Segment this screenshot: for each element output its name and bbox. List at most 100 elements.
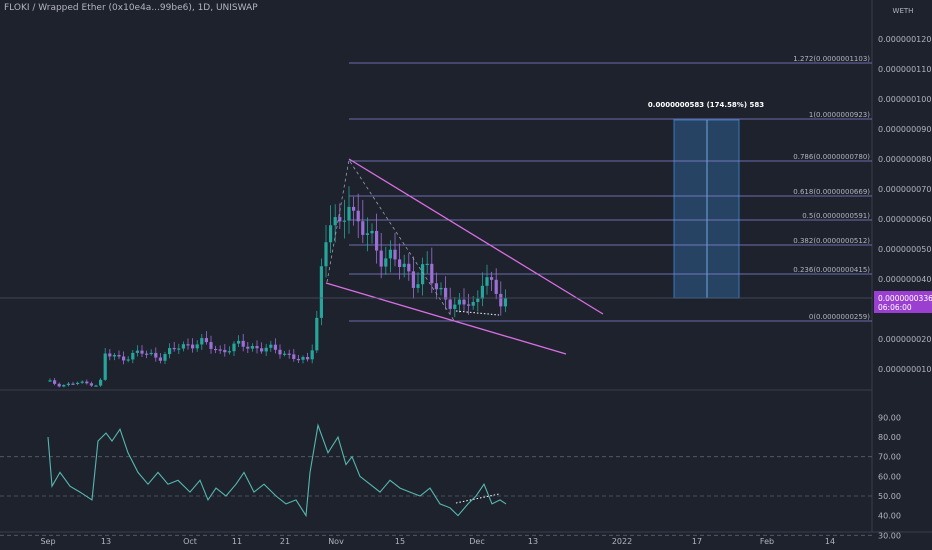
price-tick-label: 0.0000000600 — [878, 215, 932, 224]
price-tick-label: 0.0000001200 — [878, 35, 932, 44]
candle-body — [287, 353, 291, 355]
candle-body — [186, 344, 190, 346]
candle-body — [347, 206, 351, 221]
candle-body — [48, 380, 52, 382]
rsi-divergence-dotted-line — [455, 493, 500, 504]
time-tick-label: Dec — [469, 537, 484, 546]
candle-body — [499, 293, 503, 307]
candle-body — [273, 344, 277, 350]
candle-body — [365, 233, 369, 235]
candle-body — [112, 355, 116, 357]
candle-body — [214, 348, 218, 351]
candle-body — [145, 353, 149, 355]
candle-body — [172, 348, 176, 350]
price-axis[interactable]: 0.0000001200 0.0000001100 0.0000001000 0.00… — [878, 35, 932, 540]
wedge-upper-trendline[interactable] — [348, 158, 604, 315]
candle-body — [108, 353, 112, 357]
candle-body — [232, 343, 236, 352]
rsi-tick-label: 80.00 — [878, 433, 901, 442]
price-tick-label: 0.0000001000 — [878, 95, 932, 104]
candle-body — [57, 383, 61, 387]
candle-body — [191, 344, 195, 349]
candle-body — [471, 301, 475, 306]
wedge-lower-trendline[interactable] — [325, 282, 567, 355]
candle-body — [264, 347, 268, 352]
candle-body — [301, 357, 305, 360]
candle-body — [425, 263, 429, 266]
candle-body — [66, 383, 70, 386]
candle-body — [421, 264, 425, 285]
candle-body — [53, 380, 57, 384]
candle-body — [490, 277, 494, 280]
time-tick-label: 15 — [395, 537, 405, 546]
fib-level-label: 1.272(0.0000001103) — [793, 55, 870, 63]
candle-body — [154, 352, 158, 358]
candle-body — [99, 379, 103, 386]
candle-body — [411, 271, 415, 288]
candle-body — [485, 277, 489, 286]
candle-body — [457, 299, 461, 305]
candle-body — [494, 279, 498, 294]
time-tick-label: 21 — [280, 537, 290, 546]
candle-body — [177, 348, 181, 350]
fib-level-label: 0.618(0.0000000669) — [793, 188, 870, 196]
candle-body — [168, 348, 172, 355]
price-tick-label: 0.0000000100 — [878, 365, 932, 374]
candle-body — [195, 344, 199, 349]
fib-level-label: 0.5(0.0000000591) — [802, 212, 870, 220]
price-range-measure[interactable]: 0.0000000583 (174.58%) 583 — [648, 101, 764, 299]
candle-body — [467, 304, 471, 306]
candle-body — [398, 259, 402, 268]
candle-body — [200, 338, 204, 345]
candle-body — [356, 210, 360, 222]
candle-body — [80, 381, 84, 383]
fib-level-label: 1(0.0000000923) — [809, 111, 870, 119]
fib-level-label: 0.786(0.0000000780) — [793, 153, 870, 161]
candle-body — [237, 340, 241, 344]
candle-body — [439, 287, 443, 290]
time-tick-label: 13 — [528, 537, 538, 546]
candle-body — [149, 352, 153, 355]
fib-level-label: 0.236(0.0000000415) — [793, 266, 870, 274]
price-tick-label: 0.0000000200 — [878, 335, 932, 344]
candle-body — [94, 385, 98, 387]
fib-level-label: 0(0.0000000259) — [809, 313, 870, 321]
candle-body — [209, 342, 213, 349]
candle-body — [278, 349, 282, 355]
candle-body — [319, 266, 323, 318]
falling-wedge-pattern[interactable] — [325, 158, 604, 504]
last-price-label: 0.0000000336 — [878, 294, 932, 303]
price-unit-label: WETH — [893, 7, 914, 15]
price-divergence-dotted-line — [455, 310, 500, 316]
candle-body — [434, 283, 438, 290]
candle-body — [333, 217, 337, 226]
candle-body — [117, 355, 121, 357]
candle-body — [223, 349, 227, 353]
price-tick-label: 0.0000001100 — [878, 65, 932, 74]
time-tick-label: 17 — [692, 537, 702, 546]
time-tick-label: 11 — [232, 537, 242, 546]
candle-body — [310, 350, 314, 360]
rsi-indicator — [47, 423, 507, 518]
candle-body — [283, 353, 287, 355]
candle-body — [292, 354, 296, 359]
time-tick-label: Oct — [183, 537, 197, 546]
fib-extension-levels[interactable]: 1.272(0.0000001103) 1(0.0000000923) 0.786(… — [349, 55, 872, 322]
candle-body — [89, 383, 93, 386]
rsi-tick-label: 40.00 — [878, 512, 901, 521]
symbol-title[interactable]: FLOKI / Wrapped Ether (0x10e4a...99be6),… — [4, 3, 258, 13]
candle-body — [503, 298, 507, 307]
candle-body — [269, 344, 273, 348]
rsi-tick-label: 90.00 — [878, 413, 901, 422]
candle-body — [379, 250, 383, 267]
measure-label: 0.0000000583 (174.58%) 583 — [648, 101, 764, 109]
time-axis[interactable]: Sep 13 Oct 11 21 Nov 15 Dec 13 2022 17 Feb 14 — [40, 537, 835, 546]
candle-body — [480, 285, 484, 299]
candle-body — [62, 385, 66, 387]
candle-body — [324, 242, 328, 267]
candle-body — [158, 357, 162, 361]
candle-body — [315, 317, 319, 351]
rsi-tick-label: 50.00 — [878, 492, 901, 501]
time-tick-label: Feb — [760, 537, 774, 546]
